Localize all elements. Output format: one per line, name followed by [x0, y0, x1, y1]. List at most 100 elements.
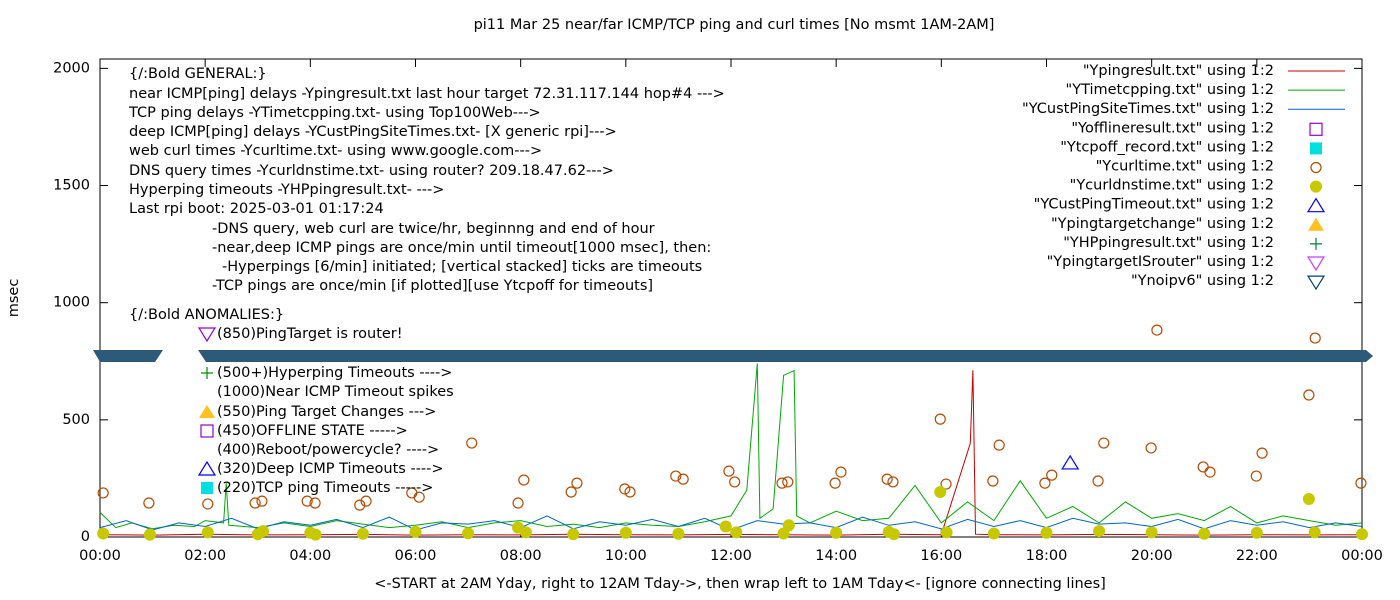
point	[829, 477, 841, 489]
legend-label: "YCustPingTimeout.txt" using 1:2	[1034, 197, 1274, 213]
point	[619, 526, 632, 539]
point	[993, 439, 1005, 451]
x-tick-label: 06:00	[395, 548, 437, 564]
annotation: (320)Deep ICMP Timeouts ---->	[217, 461, 444, 477]
point	[518, 474, 530, 486]
annotation-symbol	[199, 405, 215, 418]
point	[1198, 527, 1211, 540]
annotation: (400)Reboot/powercycle? ---->	[217, 442, 439, 458]
point	[987, 475, 999, 487]
point	[1046, 469, 1058, 481]
point	[143, 528, 156, 541]
annotation: {/:Bold GENERAL:}	[129, 66, 267, 82]
point	[723, 465, 735, 477]
legend-swatch	[1310, 180, 1322, 193]
annotation-symbol	[201, 367, 213, 379]
axis-break-band	[198, 350, 1373, 362]
point	[301, 495, 313, 507]
point	[309, 497, 321, 509]
point	[309, 528, 322, 541]
legend-label: "YpingtargetISrouter" using 1:2	[1047, 254, 1274, 270]
annotation: -TCP pings are once/min [if plotted][use…	[212, 278, 653, 294]
y-tick-label: 500	[62, 412, 90, 428]
point	[729, 476, 741, 488]
annotation: (850)PingTarget is router!	[217, 326, 403, 342]
point	[940, 526, 953, 539]
legend-label: "YCustPingSiteTimes.txt" using 1:2	[1022, 101, 1274, 117]
legend-swatch	[1306, 275, 1326, 291]
point	[256, 495, 268, 507]
point	[1061, 454, 1080, 470]
point	[249, 497, 261, 509]
point	[1204, 466, 1216, 478]
legend-label: "Ypingtargetchange" using 1:2	[1051, 216, 1274, 232]
point	[1098, 437, 1110, 449]
annotation: TCP ping delays -YTimetcpping.txt- using…	[128, 105, 541, 121]
point	[257, 525, 270, 538]
point	[987, 527, 1000, 540]
point	[466, 437, 478, 449]
annotation: near ICMP[ping] delays -Ypingresult.txt …	[129, 86, 725, 102]
point	[1355, 477, 1367, 489]
point	[934, 413, 946, 425]
point	[1309, 332, 1321, 344]
series-line	[99, 363, 1363, 530]
legend-swatch	[1306, 197, 1326, 213]
annotation-symbol	[197, 460, 217, 476]
point	[888, 528, 901, 541]
annotation: DNS query times -Ycurldnstime.txt- using…	[129, 163, 614, 179]
point	[670, 470, 682, 482]
point	[519, 526, 532, 539]
annotation: (500+)Hyperping Timeouts ---->	[217, 365, 452, 381]
y-tick-label: 1000	[53, 295, 90, 311]
point	[1302, 493, 1315, 506]
legend-swatch	[1306, 256, 1326, 272]
legend-swatch	[1310, 237, 1322, 250]
annotation: Last rpi boot: 2025-03-01 01:17:24	[129, 201, 384, 217]
y-tick-label: 1500	[53, 178, 90, 194]
annotation: deep ICMP[ping] delays -YCustPingSiteTim…	[129, 124, 617, 140]
point	[360, 495, 372, 507]
point	[782, 476, 794, 488]
point	[830, 526, 843, 539]
legend-swatch	[1308, 217, 1324, 231]
point	[356, 527, 369, 540]
annotation: (220)TCP ping Timeouts ----->	[217, 480, 433, 496]
x-tick-label: 10:00	[605, 548, 647, 564]
y-tick-label: 0	[81, 529, 90, 545]
annotation: web curl times -Ycurltime.txt- using www…	[129, 143, 542, 159]
point	[354, 499, 366, 511]
annotation: (1000)Near ICMP Timeout spikes	[217, 384, 454, 400]
x-tick-label: 00:00	[1341, 548, 1383, 564]
annotation: -DNS query, web curl are twice/hr, begin…	[212, 221, 655, 237]
annotation: -Hyperpings [6/min] initiated; [vertical…	[222, 259, 702, 275]
legend-label: "Ypingresult.txt" using 1:2	[1083, 63, 1274, 79]
x-tick-label: 08:00	[500, 548, 542, 564]
legend-swatch	[1310, 142, 1322, 155]
series-line	[99, 370, 1363, 536]
point	[571, 477, 583, 489]
x-tick-label: 20:00	[1131, 548, 1173, 564]
y-tick-label: 2000	[53, 60, 90, 76]
point	[934, 486, 947, 499]
point	[512, 497, 524, 509]
point	[97, 487, 109, 499]
point	[776, 477, 788, 489]
point	[462, 527, 475, 540]
legend-label: "Ynoipv6" using 1:2	[1131, 273, 1274, 289]
plot-area: 0 500 1000 1500 2000 00:00 02:00 04:00 06:00 08:0…	[53, 58, 1383, 564]
point	[1145, 526, 1158, 539]
legend-label: "Yofflineresult.txt" using 1:2	[1071, 120, 1274, 136]
annotation-symbol	[201, 482, 213, 494]
x-tick-label: 12:00	[710, 548, 752, 564]
point	[1093, 525, 1106, 538]
axis-break-band	[93, 350, 163, 362]
point	[413, 491, 425, 503]
point	[835, 466, 847, 478]
x-tick-label: 02:00	[184, 548, 226, 564]
point	[1039, 477, 1051, 489]
x-axis-label: <-START at 2AM Yday, right to 12AM Tday-…	[374, 576, 1106, 592]
point	[881, 473, 893, 485]
point	[1308, 526, 1321, 539]
x-tick-label: 18:00	[1026, 548, 1068, 564]
